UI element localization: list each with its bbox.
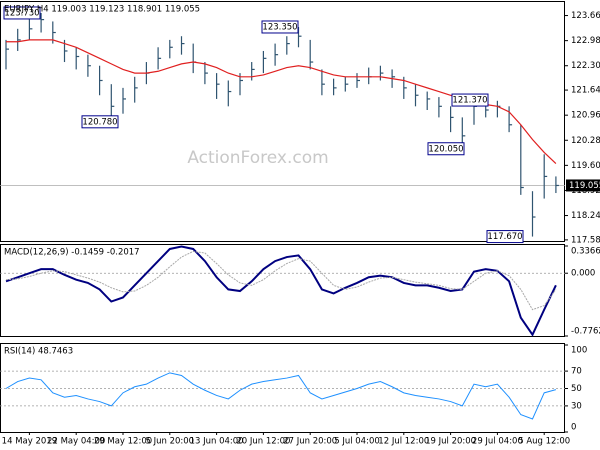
panel-title: MACD(12,26,9) -0.1459 -0.2017 — [4, 248, 140, 258]
watermark: ActionForex.com — [187, 148, 328, 168]
y-tick-label: 122.300 — [571, 61, 600, 71]
x-tick-label: 12 Jul 12:00 — [378, 437, 429, 447]
panel-frame — [0, 244, 565, 337]
y-tick-label: 119.600 — [571, 161, 600, 171]
y-tick-label: 122.980 — [571, 36, 600, 46]
annotation-box — [3, 6, 41, 20]
indicator-line — [5, 245, 557, 337]
x-tick-label: 27 Jun 20:00 — [283, 437, 337, 447]
panel-title: RSI(14) 48.7463 — [4, 347, 73, 357]
y-tick-label: 50 — [571, 384, 582, 394]
y-tick-label: 0.3366 — [571, 247, 600, 257]
y-tick-label: 30 — [571, 401, 582, 411]
annotation-label: 120.780 — [82, 117, 117, 127]
x-tick-label: 20 Jun 12:00 — [236, 437, 290, 447]
indicator-line — [5, 250, 557, 311]
indicator-line — [5, 372, 557, 420]
annotation-box — [81, 115, 119, 129]
annotation-label: 120.050 — [428, 144, 463, 154]
panel-title: EURJPY,H4 119.003 119.123 118.901 119.05… — [4, 5, 200, 15]
x-tick-label: 29 May 12:00 — [94, 437, 152, 447]
panel-frame — [0, 1, 565, 242]
panel-frame — [0, 343, 565, 433]
y-tick-label: 100 — [571, 346, 587, 356]
annotation-label: 123.350 — [262, 22, 297, 32]
last-price-box — [566, 179, 600, 192]
x-tick-label: 14 May 2019 — [2, 437, 57, 447]
x-tick-label: 29 Jul 04:00 — [472, 437, 523, 447]
annotation-box — [486, 230, 524, 244]
y-tick-label: 0 — [571, 423, 576, 433]
y-tick-label: 118.240 — [571, 211, 600, 221]
annotation-box — [261, 20, 299, 34]
x-tick-label: 5 Jul 04:00 — [334, 437, 380, 447]
annotation-label: 121.370 — [452, 96, 487, 106]
y-tick-label: 120.280 — [571, 136, 600, 146]
y-tick-label: 120.960 — [571, 111, 600, 121]
annotation-label: 117.670 — [487, 232, 522, 242]
x-tick-label: 5 Jun 20:00 — [146, 437, 195, 447]
y-tick-label: 70 — [571, 367, 582, 377]
x-tick-label: 13 Jun 04:00 — [190, 437, 244, 447]
y-tick-label: 121.640 — [571, 86, 600, 96]
annotation-label: 123.730 — [4, 8, 39, 18]
x-tick-label: 5 Aug 12:00 — [518, 437, 570, 447]
y-tick-label: 117.580 — [571, 235, 600, 245]
y-tick-label: 123.660 — [571, 11, 600, 21]
annotation-box — [451, 93, 489, 107]
y-tick-label: -0.7762 — [571, 327, 600, 337]
y-tick-label: 0.000 — [571, 269, 595, 279]
annotation-box — [427, 142, 465, 156]
x-tick-label: 22 May 04:00 — [47, 437, 105, 447]
x-tick-label: 19 Jul 20:00 — [425, 437, 476, 447]
last-price-label: 119.055 — [569, 181, 600, 191]
